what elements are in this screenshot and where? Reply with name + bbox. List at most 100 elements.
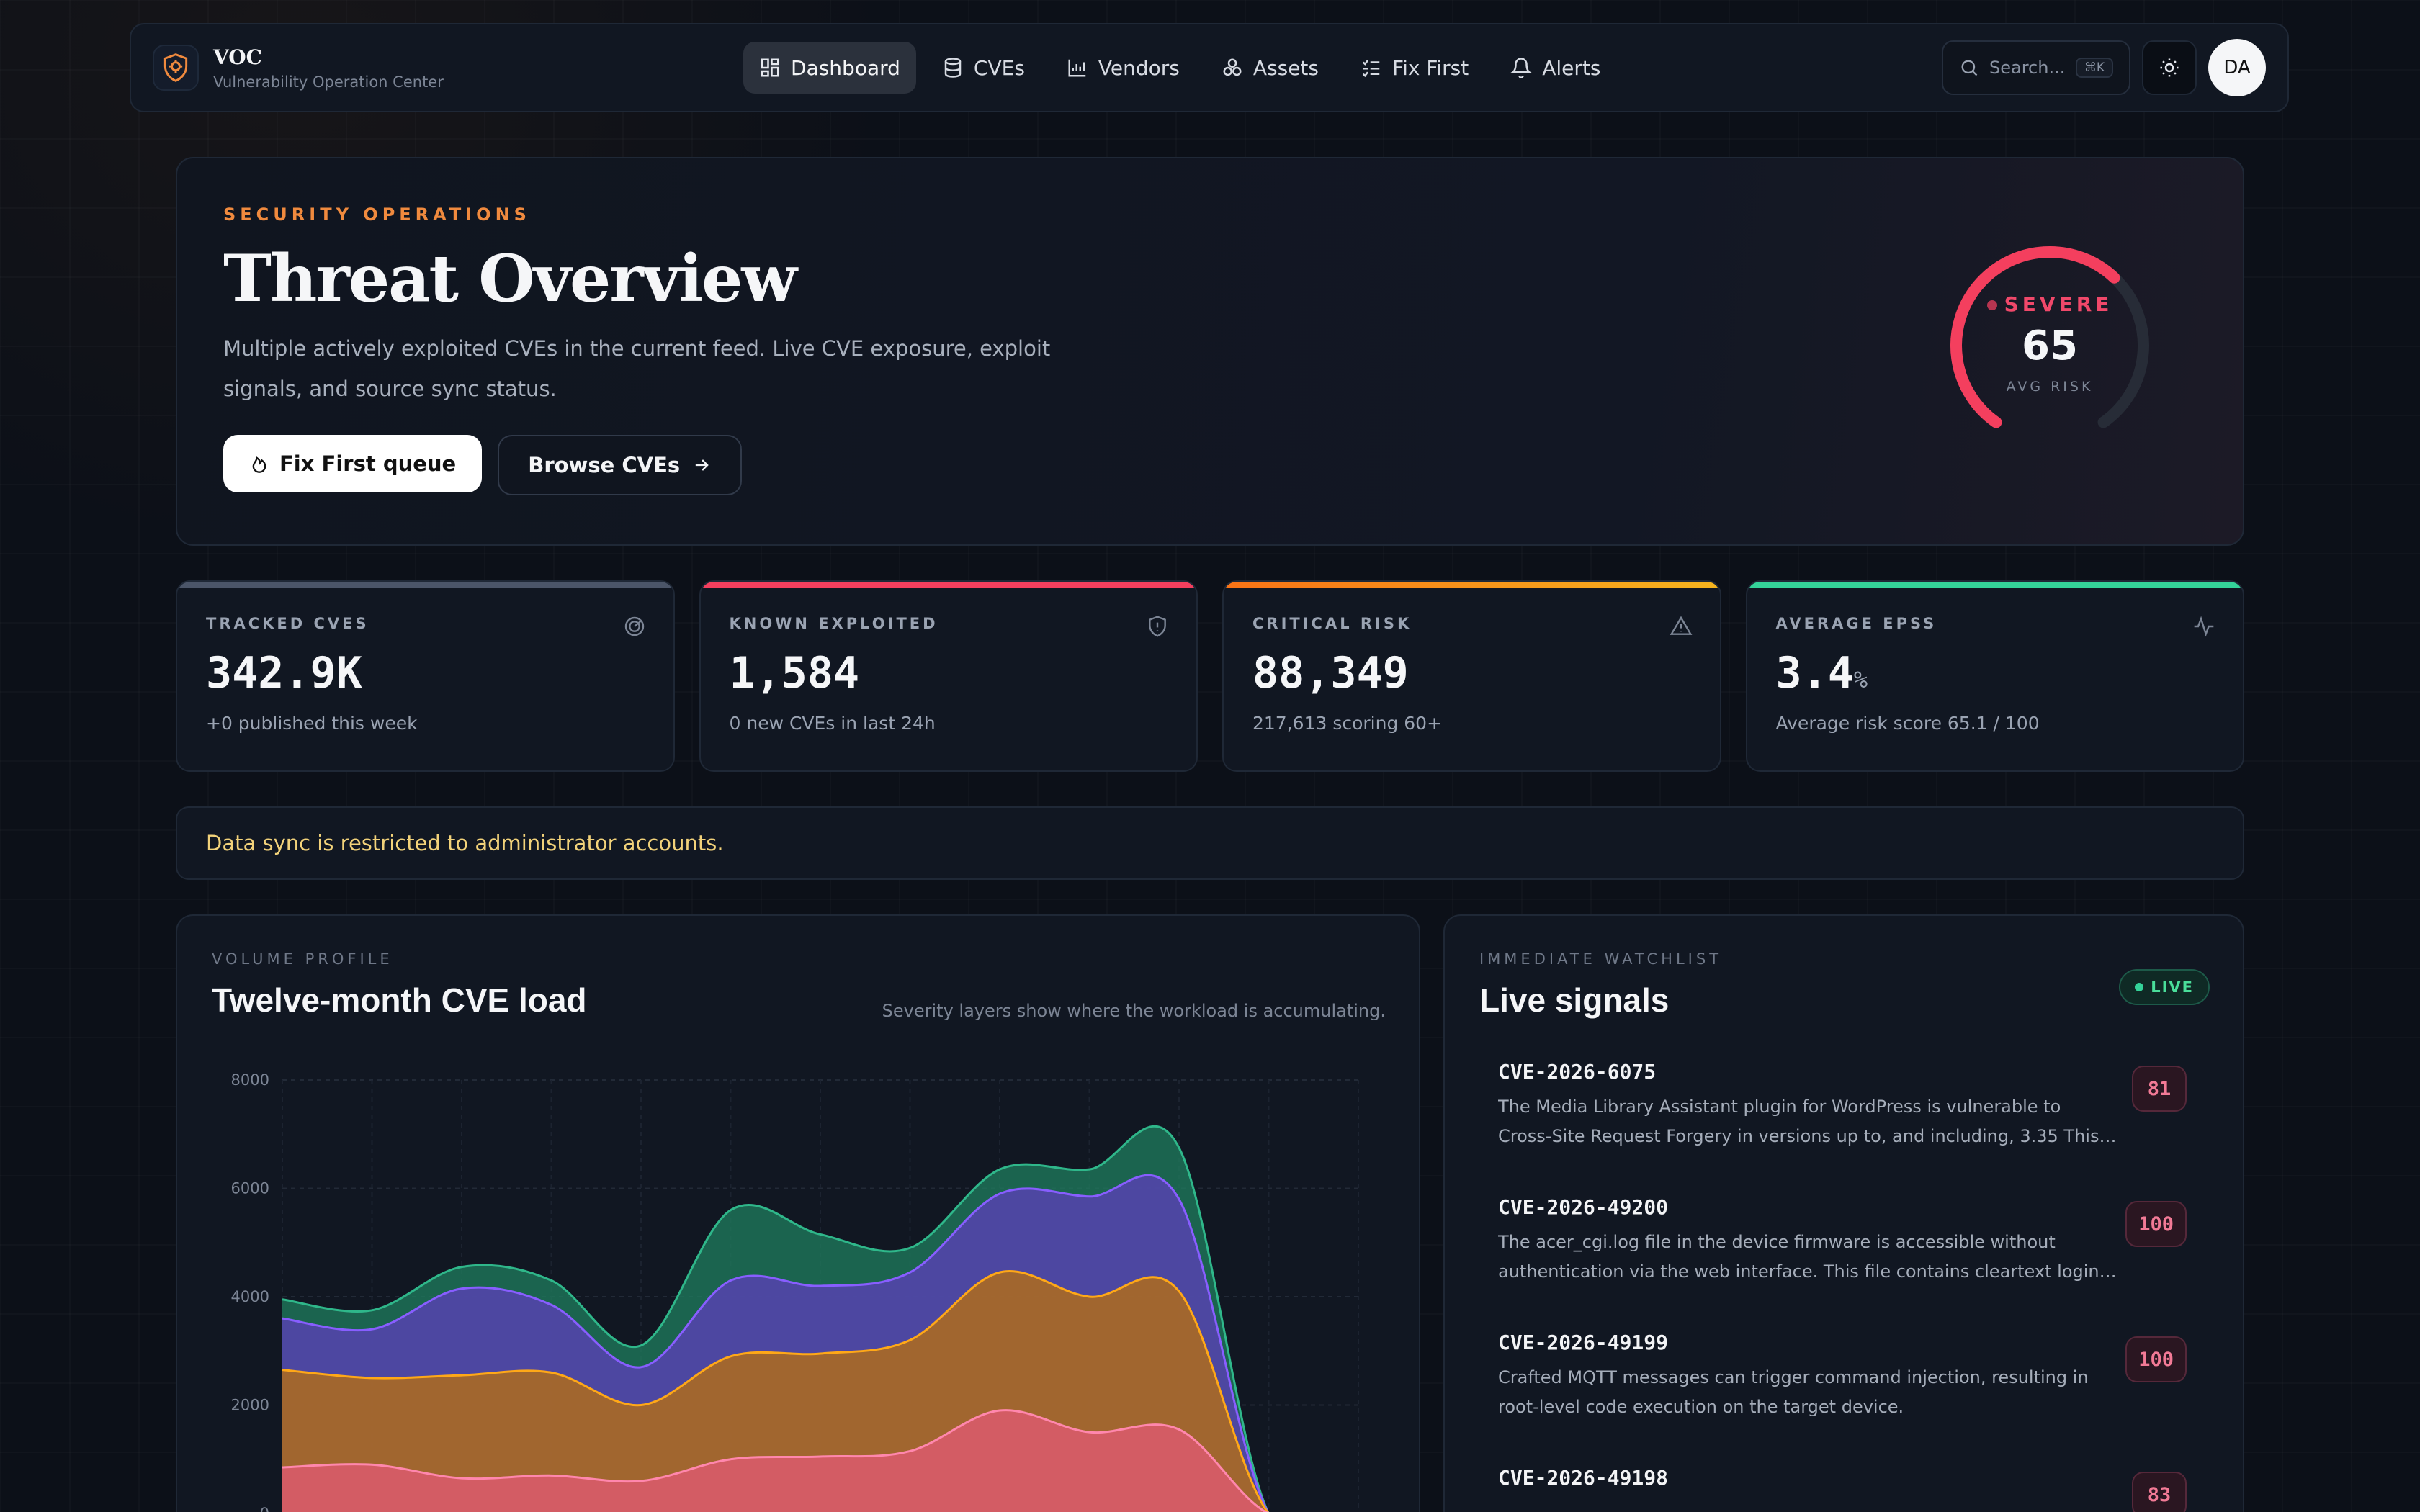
nav-vendors[interactable]: Vendors bbox=[1051, 42, 1196, 94]
y-tick-label: 4000 bbox=[231, 1288, 269, 1305]
stat-card-known-exploited[interactable]: KNOWN EXPLOITED 1,584 0 new CVEs in last… bbox=[699, 580, 1198, 772]
risk-score-badge: 100 bbox=[2125, 1336, 2187, 1382]
stat-cards: TRACKED CVES 342.9K +0 published this we… bbox=[176, 580, 2244, 772]
signal-cve-id[interactable]: CVE-2026-49200 bbox=[1498, 1195, 1669, 1219]
theme-toggle-button[interactable] bbox=[2142, 40, 2197, 95]
brand[interactable]: VOC Vulnerability Operation Center bbox=[153, 45, 743, 91]
series-line-3 bbox=[282, 1125, 1270, 1512]
assets-icon bbox=[1223, 58, 1242, 76]
nav-dashboard-label: Dashboard bbox=[791, 55, 900, 80]
gauge-fill bbox=[1950, 246, 2120, 428]
signals-eyebrow: IMMEDIATE WATCHLIST bbox=[1479, 950, 1723, 968]
stat-label: KNOWN EXPLOITED bbox=[729, 615, 938, 632]
hero-eyebrow: SECURITY OPERATIONS bbox=[223, 204, 531, 225]
chart-title: Twelve-month CVE load bbox=[212, 981, 587, 1019]
signal-description: The Media Library Assistant plugin for W… bbox=[1498, 1097, 2099, 1146]
nav-cves[interactable]: CVEs bbox=[926, 42, 1041, 94]
nav-dashboard[interactable]: Dashboard bbox=[743, 42, 916, 94]
area-series-0 bbox=[282, 1410, 1266, 1512]
signal-cve-id[interactable]: CVE-2026-6075 bbox=[1498, 1060, 1657, 1084]
nav-actions: Search... ⌘K DA bbox=[1942, 39, 2266, 96]
sync-restricted-notice: Data sync is restricted to administrator… bbox=[176, 806, 2244, 880]
gauge-ring bbox=[1950, 246, 2149, 428]
gauge-level: SEVERE bbox=[1935, 292, 2165, 316]
y-tick-label: 6000 bbox=[231, 1180, 269, 1197]
stat-card-critical-risk[interactable]: CRITICAL RISK 88,349 217,613 scoring 60+ bbox=[1222, 580, 1721, 772]
signal-list: CVE-2026-6075 The Media Library Assistan… bbox=[1479, 1045, 2208, 1512]
nav-assets[interactable]: Assets bbox=[1206, 42, 1335, 94]
browse-cves-button[interactable]: Browse CVEs bbox=[498, 435, 743, 495]
hero-description: Multiple actively exploited CVEs in the … bbox=[223, 336, 1051, 401]
series-line-0 bbox=[282, 1409, 1268, 1512]
pulse-icon bbox=[2194, 616, 2214, 637]
signal-cve-id[interactable]: CVE-2026-49199 bbox=[1498, 1331, 1669, 1354]
signal-item[interactable]: CVE-2026-49200 The acer_cgi.log file in … bbox=[1479, 1181, 2208, 1316]
flame-icon bbox=[252, 456, 266, 473]
signal-item[interactable]: CVE-2026-49198 83 bbox=[1479, 1452, 2208, 1512]
y-tick-label: 8000 bbox=[231, 1071, 269, 1089]
stat-accent-bar bbox=[700, 582, 1196, 588]
signal-item[interactable]: CVE-2026-6075 The Media Library Assistan… bbox=[1479, 1045, 2208, 1181]
fix-first-queue-button[interactable]: Fix First queue bbox=[223, 435, 483, 492]
search-icon bbox=[1961, 60, 1978, 76]
live-badge-label: LIVE bbox=[2151, 978, 2194, 996]
app-subtitle: Vulnerability Operation Center bbox=[213, 73, 444, 91]
stat-card-average-epss[interactable]: AVERAGE EPSS 3.4% Average risk score 65.… bbox=[1745, 580, 2244, 772]
risk-score-badge: 81 bbox=[2132, 1066, 2187, 1112]
stat-sub: 217,613 scoring 60+ bbox=[1252, 713, 1443, 734]
main-nav: Dashboard CVEs Vendors Assets Fix First … bbox=[743, 42, 1617, 94]
signal-description: Crafted MQTT messages can trigger comman… bbox=[1498, 1367, 2089, 1417]
user-avatar[interactable]: DA bbox=[2208, 39, 2266, 96]
stat-value-number: 88,349 bbox=[1252, 648, 1409, 698]
stat-sub: Average risk score 65.1 / 100 bbox=[1775, 713, 2040, 734]
stat-value-number: 3.4 bbox=[1775, 648, 1854, 698]
volume-profile-panel: 0 2000 4000 6000 8000 VOLUME PROFILE Twelve-… bbox=[176, 914, 1420, 1512]
gauge-level-text: SEVERE bbox=[2004, 292, 2113, 316]
y-tick-label: 2000 bbox=[231, 1397, 269, 1414]
series-line-1 bbox=[282, 1270, 1269, 1512]
nav-assets-label: Assets bbox=[1252, 55, 1319, 80]
stat-value: 3.4% bbox=[1776, 648, 2215, 698]
stat-value: 88,349 bbox=[1252, 648, 1691, 698]
signals-title: Live signals bbox=[1479, 981, 1670, 1019]
search-shortcut: ⌘K bbox=[2075, 58, 2113, 78]
search-placeholder: Search... bbox=[1989, 58, 2066, 78]
chart-header: VOLUME PROFILE Twelve-month CVE load bbox=[212, 950, 1384, 1020]
avg-risk-gauge: SEVERE 65 AVG RISK bbox=[1935, 238, 2165, 454]
risk-score-badge: 100 bbox=[2125, 1201, 2187, 1247]
stat-value: 1,584 bbox=[730, 648, 1168, 698]
app-name: VOC bbox=[213, 45, 262, 69]
gauge-label: AVG RISK bbox=[2006, 379, 2094, 395]
stat-value-number: 342.9K bbox=[206, 648, 362, 698]
nav-fix-first-label: Fix First bbox=[1392, 55, 1469, 80]
bell-icon bbox=[1510, 58, 1533, 78]
stat-label: AVERAGE EPSS bbox=[1775, 615, 1937, 632]
live-signals-panel: IMMEDIATE WATCHLIST Live signals LIVE CV… bbox=[1443, 914, 2244, 1512]
nav-alerts-label: Alerts bbox=[1542, 55, 1601, 80]
nav-vendors-label: Vendors bbox=[1098, 55, 1180, 80]
search-input[interactable]: Search... ⌘K bbox=[1942, 40, 2130, 95]
browse-cves-label: Browse CVEs bbox=[528, 453, 681, 477]
volume-eyebrow: VOLUME PROFILE bbox=[212, 950, 393, 968]
arrow-right-icon bbox=[696, 459, 709, 471]
stat-label: TRACKED CVES bbox=[206, 615, 369, 632]
voc-shield-logo-icon bbox=[153, 45, 199, 91]
stat-value-number: 1,584 bbox=[729, 648, 860, 698]
page-title: Threat Overview bbox=[223, 240, 797, 317]
stat-value: 342.9K bbox=[206, 648, 645, 698]
nav-fix-first[interactable]: Fix First bbox=[1345, 42, 1484, 94]
live-dot bbox=[2135, 983, 2144, 991]
stat-value-unit: % bbox=[1853, 666, 1868, 693]
nav-alerts[interactable]: Alerts bbox=[1494, 42, 1616, 94]
signal-cve-id[interactable]: CVE-2026-49198 bbox=[1498, 1466, 1669, 1490]
stat-card-tracked-cves[interactable]: TRACKED CVES 342.9K +0 published this we… bbox=[176, 580, 675, 772]
stat-accent-bar bbox=[1224, 582, 1720, 588]
threat-overview-hero: SECURITY OPERATIONS Threat Overview Mult… bbox=[176, 157, 2244, 546]
stat-label: CRITICAL RISK bbox=[1252, 615, 1412, 632]
hero-actions: Fix First queue Browse CVEs bbox=[223, 435, 2197, 495]
radar-icon bbox=[624, 616, 644, 636]
signal-item[interactable]: CVE-2026-49199 Crafted MQTT messages can… bbox=[1479, 1316, 2208, 1452]
stat-accent-bar bbox=[177, 582, 673, 588]
shield-icon bbox=[1149, 616, 1166, 637]
stat-sub: 0 new CVEs in last 24h bbox=[729, 713, 936, 734]
